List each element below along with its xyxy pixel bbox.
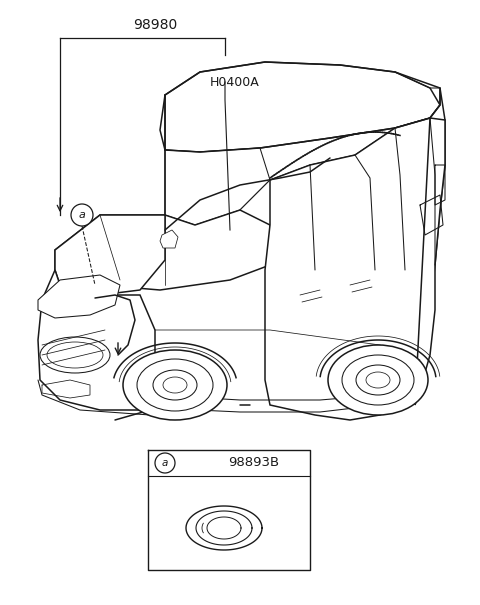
Polygon shape (55, 210, 270, 290)
Ellipse shape (40, 337, 110, 373)
Polygon shape (310, 155, 370, 215)
Text: a: a (79, 210, 85, 220)
Ellipse shape (153, 370, 197, 400)
Polygon shape (160, 230, 178, 248)
Ellipse shape (366, 372, 390, 388)
Polygon shape (240, 165, 320, 225)
Polygon shape (38, 270, 155, 410)
Ellipse shape (356, 365, 400, 395)
Text: a: a (162, 458, 168, 468)
Circle shape (71, 204, 93, 226)
Polygon shape (38, 275, 120, 318)
Polygon shape (55, 215, 165, 295)
Polygon shape (265, 88, 445, 420)
Polygon shape (355, 118, 430, 185)
Text: 98980: 98980 (133, 18, 177, 32)
Ellipse shape (123, 350, 227, 420)
Ellipse shape (163, 377, 187, 393)
Text: 98893B: 98893B (228, 457, 279, 469)
Ellipse shape (137, 359, 213, 411)
Ellipse shape (342, 355, 414, 405)
Polygon shape (415, 118, 445, 405)
Polygon shape (165, 148, 270, 225)
Text: H0400A: H0400A (210, 76, 260, 88)
Polygon shape (160, 62, 440, 152)
Circle shape (155, 453, 175, 473)
Ellipse shape (328, 345, 428, 415)
